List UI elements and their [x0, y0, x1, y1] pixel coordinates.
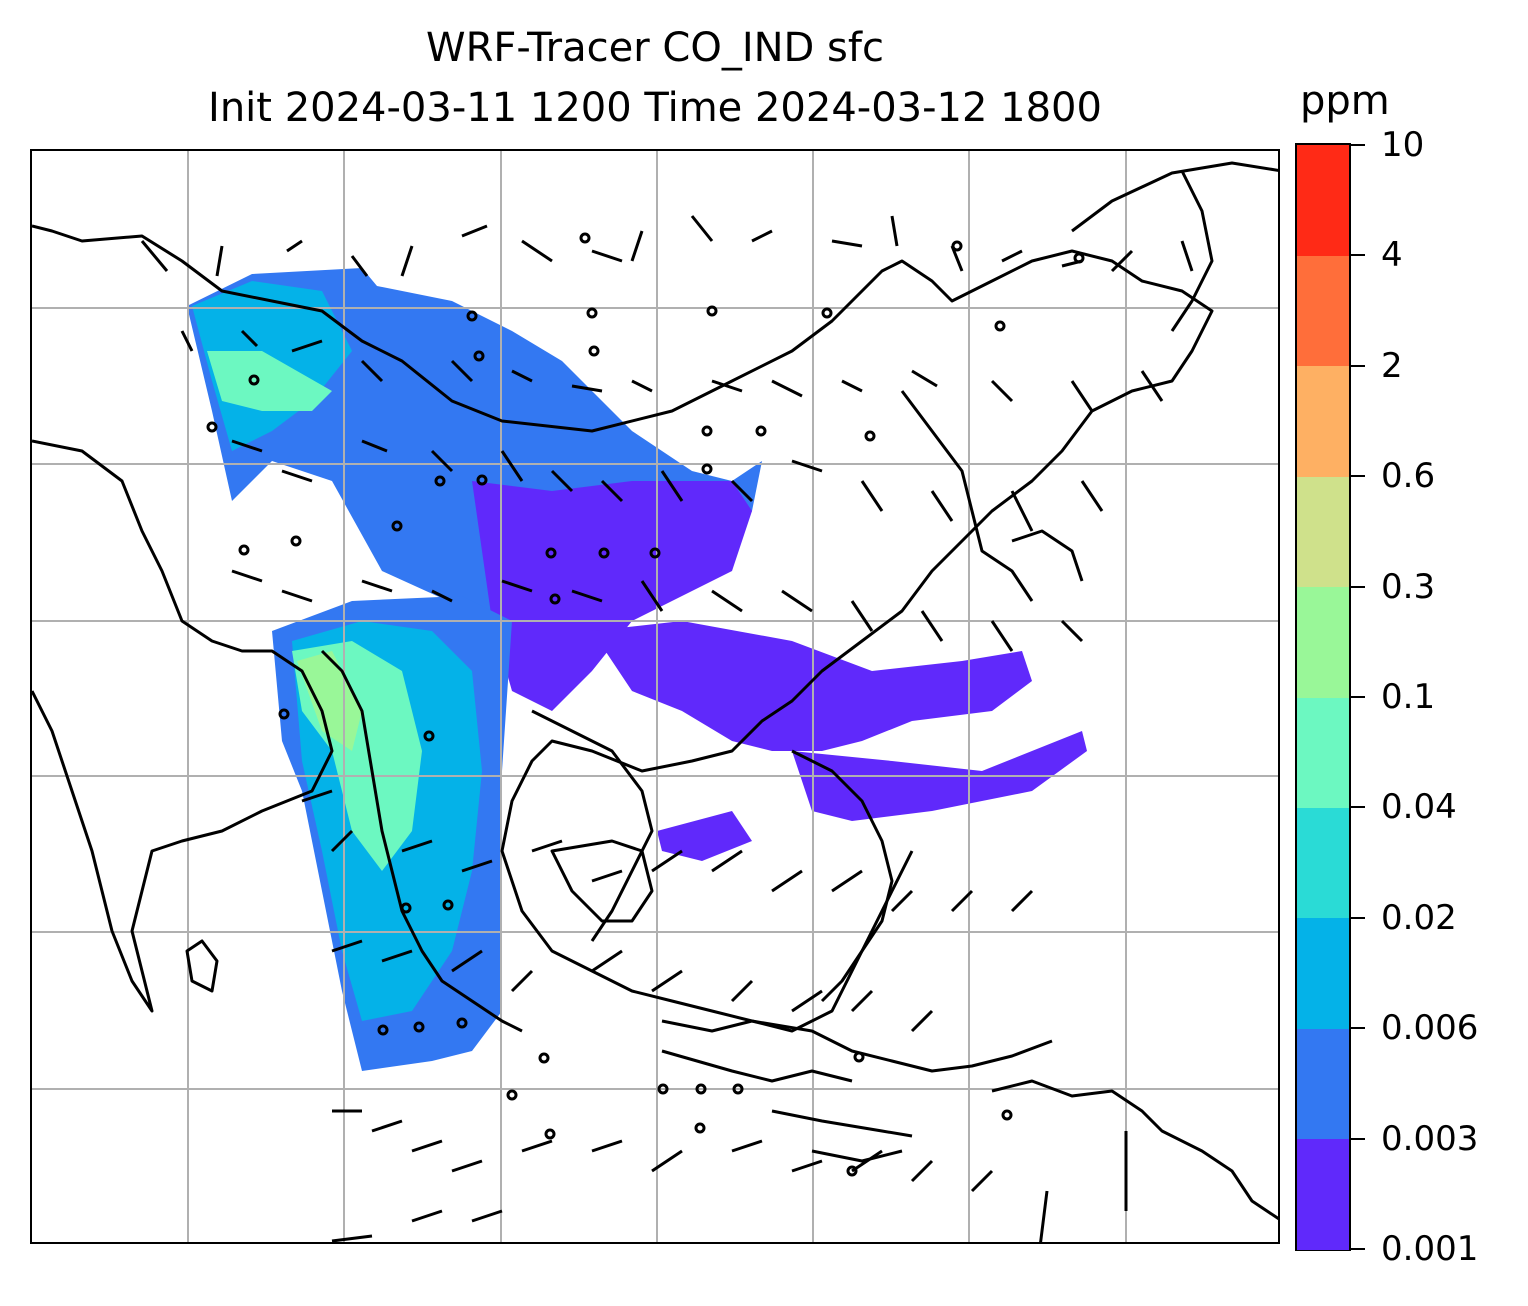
colorbar-tick — [1351, 916, 1365, 919]
colorbar-tick-label: 0.02 — [1381, 897, 1457, 938]
colorbar-segment — [1297, 365, 1349, 477]
colorbar-tick-label: 4 — [1381, 235, 1403, 276]
gridlines — [32, 151, 1278, 1242]
colorbar-segment — [1297, 697, 1349, 808]
map-panel[interactable] — [30, 149, 1280, 1244]
colorbar-tick — [1351, 696, 1365, 698]
colorbar-segment — [1297, 807, 1349, 919]
colorbar-tick-label: 2 — [1381, 345, 1403, 386]
colorbar-unit-label: ppm — [1300, 78, 1390, 124]
colorbar-tick-label: 10 — [1381, 125, 1425, 165]
colorbar-tick-label: 0.003 — [1381, 1118, 1479, 1159]
colorbar-tick — [1351, 1248, 1365, 1250]
colorbar-tick-label: 0.006 — [1381, 1008, 1479, 1049]
colorbar-segment — [1297, 476, 1349, 588]
colorbar-tick — [1351, 475, 1365, 478]
colorbar-tick — [1351, 585, 1365, 588]
colorbar-segment — [1297, 1028, 1349, 1140]
colorbar-tick-label: 0.3 — [1381, 566, 1436, 607]
colorbar-tick — [1351, 364, 1365, 367]
plume-north-core — [472, 481, 752, 711]
colorbar-tick — [1351, 1137, 1365, 1140]
plume-south-strip — [657, 811, 752, 861]
colorbar-segment — [1297, 586, 1349, 698]
colorbar-tick-label: 0.04 — [1381, 787, 1457, 828]
chart-title: WRF-Tracer CO_IND sfc — [426, 25, 884, 71]
colorbar-tick — [1351, 144, 1365, 146]
coastlines — [32, 161, 1278, 1242]
tracer-plume-layer — [187, 268, 1087, 1071]
colorbar-tick — [1351, 806, 1365, 809]
plume-north-high — [207, 351, 332, 411]
colorbar-segment — [1297, 255, 1349, 367]
colorbar-tick-label: 0.001 — [1381, 1229, 1479, 1269]
calm-markers — [206, 232, 1085, 1177]
colorbar — [1295, 143, 1351, 1251]
colorbar-segment — [1297, 917, 1349, 1029]
colorbar-tick-label: 0.1 — [1381, 677, 1436, 717]
colorbar-segment — [1297, 145, 1349, 256]
wind-barbs — [140, 215, 1194, 1242]
map-canvas — [32, 151, 1278, 1242]
colorbar-tick-label: 0.6 — [1381, 456, 1436, 497]
colorbar-tick — [1351, 254, 1365, 257]
chart-subtitle: Init 2024-03-11 1200 Time 2024-03-12 180… — [208, 85, 1102, 131]
colorbar-tick — [1351, 1027, 1365, 1030]
plume-west-peak — [297, 651, 362, 751]
colorbar-segment — [1297, 1138, 1349, 1250]
